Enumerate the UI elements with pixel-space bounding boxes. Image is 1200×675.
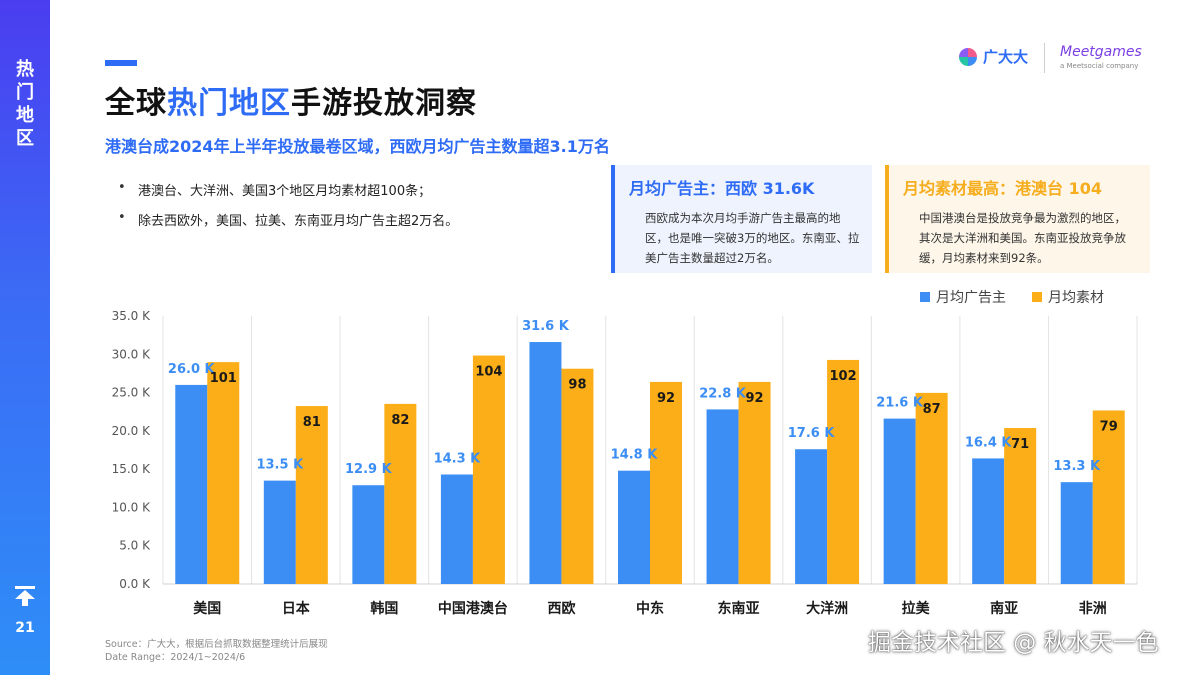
data-label-creatives: 92 xyxy=(657,391,675,406)
bullet-list: 港澳台、大洋洲、美国3个地区月均素材超100条； 除去西欧外，美国、拉美、东南亚… xyxy=(118,180,458,240)
bullet-item: 除去西欧外，美国、拉美、东南亚月均广告主超2万名。 xyxy=(118,210,458,229)
advertiser-highlight-card: 月均广告主：西欧 31.6K 西欧成为本次月均手游广告主最高的地区，也是唯一突破… xyxy=(611,165,872,273)
bar-creatives xyxy=(472,355,505,584)
y-tick-label: 5.0 K xyxy=(119,539,151,553)
x-category-label: 东南亚 xyxy=(718,600,760,617)
data-label-creatives: 104 xyxy=(475,365,502,380)
data-label-creatives: 101 xyxy=(210,371,237,386)
legend-swatch xyxy=(1032,292,1042,302)
data-label-advertisers: 21.6 K xyxy=(876,396,924,411)
card-title: 月均素材最高：港澳台 104 xyxy=(903,179,1102,198)
sidebar: 热 门 地 区 21 xyxy=(0,0,50,675)
creative-highlight-card: 月均素材最高：港澳台 104 中国港澳台是投放竞争最为激烈的地区，其次是大洋洲和… xyxy=(885,165,1150,273)
title-accent-bar xyxy=(105,60,137,66)
bar-creatives xyxy=(384,403,417,584)
x-category-label: 日本 xyxy=(282,600,311,617)
logo-divider xyxy=(1044,43,1045,73)
bar-advertisers xyxy=(440,474,473,584)
page-subtitle: 港澳台成2024年上半年投放最卷区域，西欧月均广告主数量超3.1万名 xyxy=(105,137,610,156)
data-label-advertisers: 13.3 K xyxy=(1053,459,1101,474)
y-tick-label: 30.0 K xyxy=(112,347,152,361)
x-category-label: 韩国 xyxy=(370,600,398,617)
section-title: 热 门 地 区 xyxy=(16,59,34,149)
bar-advertisers xyxy=(795,449,828,584)
partner-name: Meetgames xyxy=(1060,44,1142,60)
data-label-creatives: 102 xyxy=(830,369,857,384)
y-tick-label: 15.0 K xyxy=(112,462,152,476)
data-label-advertisers: 26.0 K xyxy=(168,362,216,377)
card-body: 中国港澳台是投放竞争最为激烈的地区，其次是大洋洲和美国。东南亚投放竞争放缓，月均… xyxy=(919,211,1126,265)
y-tick-label: 10.0 K xyxy=(112,500,152,514)
y-tick-label: 0.0 K xyxy=(119,577,151,591)
bar-chart: 0.0 K 5.0 K 10.0 K 15.0 K 20.0 K 25.0 K 30.0 K… xyxy=(112,309,1138,617)
page-number: 21 xyxy=(15,620,35,636)
data-label-creatives: 82 xyxy=(391,413,409,428)
bar-advertisers xyxy=(175,384,208,584)
partner-logo: Meetgames a Meetsocial company xyxy=(1060,44,1142,70)
x-category-label: 美国 xyxy=(193,600,221,617)
data-label-creatives: 87 xyxy=(923,402,941,417)
bar-advertisers xyxy=(972,458,1005,584)
data-label-advertisers: 14.8 K xyxy=(611,448,659,463)
y-tick-label: 35.0 K xyxy=(112,309,152,323)
x-category-label: 西欧 xyxy=(547,600,575,617)
x-category-label: 中国港澳台 xyxy=(438,600,508,617)
data-label-advertisers: 31.6 K xyxy=(522,319,570,334)
x-category-label: 拉美 xyxy=(902,600,931,617)
bar-advertisers xyxy=(263,480,296,584)
data-label-advertisers: 22.8 K xyxy=(699,386,747,401)
arrow-up-to-line-icon[interactable] xyxy=(13,584,37,608)
data-label-creatives: 79 xyxy=(1100,419,1118,434)
bullet-item: 港澳台、大洋洲、美国3个地区月均素材超100条； xyxy=(118,180,458,199)
bar-advertisers xyxy=(706,409,739,584)
bar-creatives xyxy=(827,359,860,584)
legend-swatch xyxy=(920,292,930,302)
chart-legend: 月均广告主 月均素材 xyxy=(920,287,1130,307)
bar-creatives xyxy=(1092,410,1125,584)
x-category-label: 非洲 xyxy=(1079,600,1107,617)
legend-item-advertisers: 月均广告主 xyxy=(920,287,1006,307)
data-label-creatives: 81 xyxy=(303,415,321,430)
card-body: 西欧成为本次月均手游广告主最高的地区，也是唯一突破3万的地区。东南亚、拉美广告主… xyxy=(645,211,860,265)
data-label-creatives: 71 xyxy=(1011,437,1029,452)
bar-creatives xyxy=(295,406,328,584)
page-title: 全球热门地区手游投放洞察 xyxy=(105,86,477,121)
card-title: 月均广告主：西欧 31.6K xyxy=(629,179,815,198)
bar-creatives xyxy=(650,381,682,584)
bar-creatives xyxy=(915,392,948,584)
brand-logo-icon xyxy=(959,47,977,66)
legend-item-creatives: 月均素材 xyxy=(1032,287,1104,307)
brand-logo: 广大大 xyxy=(958,46,1028,67)
x-category-label: 中东 xyxy=(636,600,664,617)
brand-name: 广大大 xyxy=(983,48,1029,66)
bar-advertisers xyxy=(352,485,385,584)
data-label-creatives: 92 xyxy=(745,391,763,406)
bar-advertisers xyxy=(618,470,650,584)
bar-advertisers xyxy=(529,342,562,584)
bar-creatives xyxy=(207,362,240,584)
x-category-label: 大洋洲 xyxy=(806,600,848,617)
data-label-creatives: 98 xyxy=(568,378,586,393)
watermark: 掘金技术社区 @ 秋水天一色 xyxy=(868,630,1159,656)
bar-creatives xyxy=(1004,428,1037,584)
data-label-advertisers: 14.3 K xyxy=(434,452,482,467)
data-label-advertisers: 13.5 K xyxy=(256,458,304,473)
data-label-advertisers: 16.4 K xyxy=(965,435,1013,450)
x-category-label: 南亚 xyxy=(990,600,1018,617)
partner-subtitle: a Meetsocial company xyxy=(1060,62,1139,70)
y-tick-label: 20.0 K xyxy=(112,424,152,438)
bar-advertisers xyxy=(1060,482,1093,584)
bar-advertisers xyxy=(883,418,916,584)
bar-creatives xyxy=(561,368,594,584)
bar-creatives xyxy=(738,381,771,584)
source-note: Source：广大大，根据后台抓取数据整理统计后展现 Date Range：20… xyxy=(105,639,328,663)
data-label-advertisers: 17.6 K xyxy=(788,426,836,441)
y-tick-label: 25.0 K xyxy=(112,386,152,400)
data-label-advertisers: 12.9 K xyxy=(345,462,393,477)
